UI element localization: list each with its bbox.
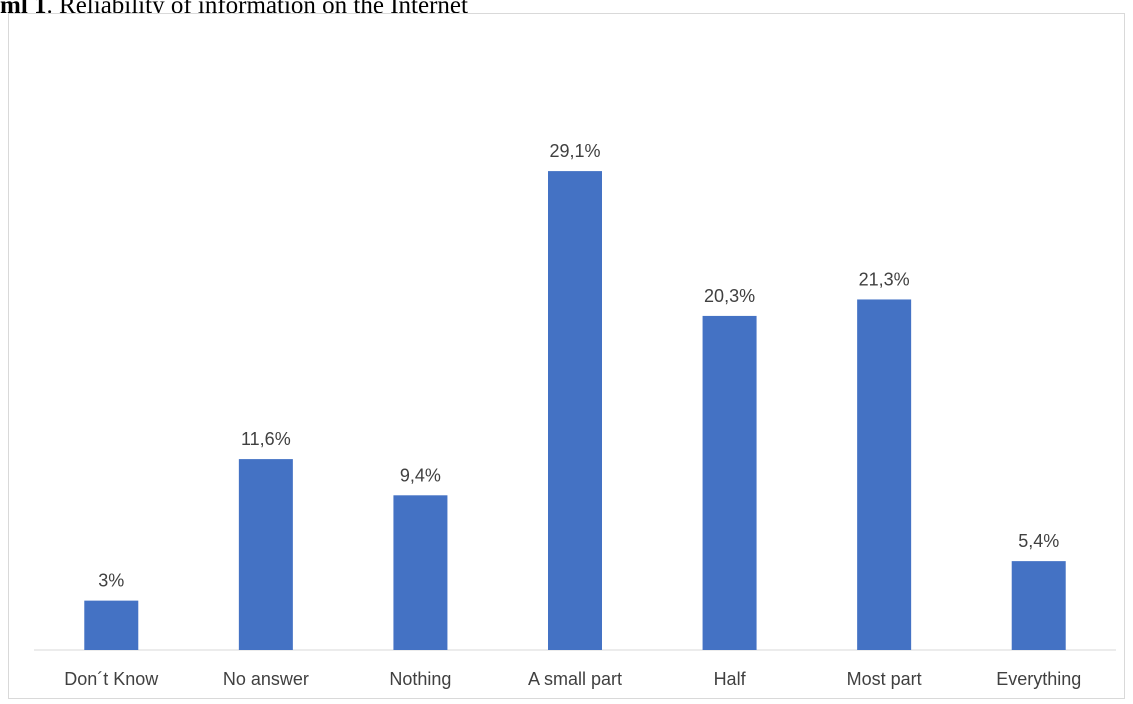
chart-frame: 3% Don´t Know 11,6% No answer 9,4% Nothing 29,… [8,13,1125,699]
data-label: 3% [98,571,124,591]
bar [702,315,757,650]
data-label: 29,1% [549,141,600,161]
x-tick-label: Don´t Know [64,669,159,689]
bar [393,495,448,650]
x-tick-label: No answer [223,669,309,689]
data-label: 21,3% [859,269,910,289]
bar-chart: 3% Don´t Know 11,6% No answer 9,4% Nothing 29,… [34,141,1116,689]
x-tick-label: Half [714,669,747,689]
bar [857,299,912,650]
bar [1011,561,1066,650]
data-label: 5,4% [1018,531,1059,551]
x-tick-label: A small part [528,669,622,689]
x-tick-label: Everything [996,669,1081,689]
data-label: 9,4% [400,465,441,485]
data-label: 11,6% [241,429,291,449]
x-tick-label: Nothing [389,669,451,689]
data-label: 20,3% [704,286,755,306]
bar [238,459,293,650]
x-tick-label: Most part [847,669,922,689]
bar [548,171,602,650]
bar [84,600,139,650]
